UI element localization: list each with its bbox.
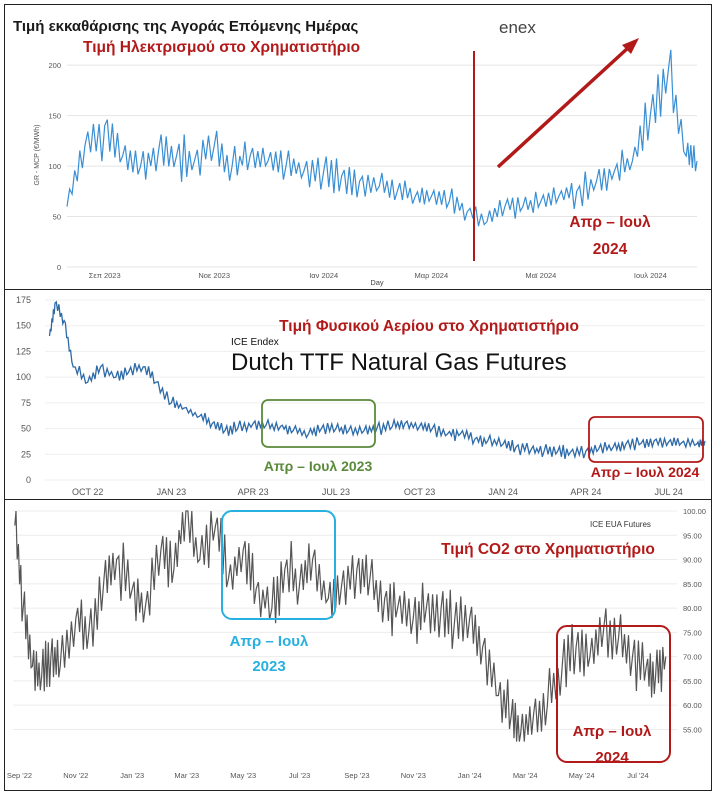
trend-arrow-shaft [496, 45, 631, 169]
chart-title: Τιμή εκκαθάρισης της Αγοράς Επόμενης Ημέ… [13, 18, 359, 35]
x-tick-label: May '23 [230, 771, 256, 780]
y-tick-label: 60.00 [683, 701, 702, 710]
y-tick-label: 70.00 [683, 653, 702, 662]
annotation-apr-jul-2024-line2: 2024 [593, 241, 628, 258]
y-tick-label: 90.00 [683, 556, 702, 565]
x-tick-label: Jan '23 [120, 771, 144, 780]
chart-subtitle: Τιμή Ηλεκτρισμού στο Χρηματιστήριο [83, 39, 360, 56]
grid [67, 64, 697, 268]
y-tick-label: 95.00 [683, 531, 702, 540]
y-tick-label: 65.00 [683, 677, 702, 686]
y-tick-label: 200 [48, 61, 61, 70]
highlight-box-apr-jul-2024 [588, 416, 704, 463]
x-tick-label: OCT 22 [72, 487, 103, 497]
y-tick-label: 75.00 [683, 628, 702, 637]
co2-chart: 55.00 60.00 65.00 70.00 75.00 80.00 85.00 90.00… [7, 507, 706, 780]
y-tick-label: 150 [48, 112, 61, 121]
x-axis-label: Day [370, 278, 384, 287]
x-tick-label: JUL 23 [322, 487, 350, 497]
highlight-box-apr-jul-2023 [221, 510, 336, 620]
x-tick-label: Νοε 2023 [198, 271, 230, 280]
y-tick-label: 0 [57, 263, 61, 272]
y-tick-labels: 0 25 50 75 100 125 150 175 [16, 295, 31, 485]
x-tick-labels: OCT 22 JAN 23 APR 23 JUL 23 OCT 23 JAN 24 APR … [72, 487, 683, 497]
y-tick-label: 100 [48, 162, 61, 171]
x-tick-labels: Sep '22 Nov '22 Jan '23 Mar '23 May '23 Jul '… [7, 771, 649, 780]
x-tick-label: Sep '22 [7, 771, 32, 780]
grid [13, 510, 677, 730]
y-tick-label: 80.00 [683, 604, 702, 613]
enex-logo: enex [499, 18, 536, 37]
co2-chart-panel: 55.00 60.00 65.00 70.00 75.00 80.00 85.00 90.00… [4, 499, 712, 791]
annotation-apr-jul-2024-line2: 2024 [595, 749, 629, 766]
x-tick-label: JAN 24 [488, 487, 518, 497]
y-tick-label: 75 [21, 398, 31, 408]
x-tick-label: Mar '23 [174, 771, 199, 780]
x-tick-label: JAN 23 [157, 487, 187, 497]
source-label: ICE EUA Futures [590, 520, 651, 529]
x-tick-label: Nov '23 [401, 771, 426, 780]
annotation-apr-jul-2023: Απρ – Ιουλ 2023 [264, 458, 373, 474]
y-tick-labels: 55.00 60.00 65.00 70.00 75.00 80.00 85.00 90.00… [683, 507, 706, 734]
y-tick-label: 100.00 [683, 507, 706, 516]
y-tick-label: 175 [16, 295, 31, 305]
x-tick-label: Μαϊ 2024 [525, 271, 556, 280]
gas-price-line [48, 300, 706, 460]
x-tick-label: May '24 [569, 771, 595, 780]
highlight-box-apr-jul-2024 [556, 625, 671, 763]
electricity-chart-panel: 0 50 100 150 200 Σεπ 2023 Νοε 2023 Ιαν 2024 Μαρ… [4, 4, 712, 290]
x-tick-label: Ιαν 2024 [309, 271, 338, 280]
x-tick-label: Nov '22 [63, 771, 88, 780]
x-tick-label: APR 23 [238, 487, 269, 497]
x-tick-label: Σεπ 2023 [89, 271, 121, 280]
gas-chart: 0 25 50 75 100 125 150 175 OCT 22 JAN 23 APR 23 JU… [16, 295, 706, 497]
annotation-apr-jul-2023-line1: Απρ – Ιουλ [230, 633, 309, 650]
chart-title: Τιμή Φυσικού Αερίου στο Χρηματιστήριο [279, 318, 579, 335]
y-tick-label: 150 [16, 321, 31, 331]
x-tick-label: JUL 24 [655, 487, 683, 497]
y-tick-label: 50 [21, 424, 31, 434]
y-tick-label: 50 [53, 213, 61, 222]
x-tick-label: Ιουλ 2024 [634, 271, 667, 280]
trend-arrow-head [622, 38, 639, 54]
y-tick-label: 100 [16, 372, 31, 382]
y-axis-label: GR - MCP (€/MWh) [34, 125, 41, 186]
chart-subtitle: Dutch TTF Natural Gas Futures [231, 349, 567, 376]
source-label: ICE Endex [231, 337, 279, 348]
x-tick-label: OCT 23 [404, 487, 435, 497]
x-tick-label: Μαρ 2024 [415, 271, 449, 280]
x-tick-label: Jul '24 [627, 771, 648, 780]
annotation-apr-jul-2023-line2: 2023 [252, 658, 285, 675]
electricity-price-line [66, 49, 698, 227]
annotation-apr-jul-2024: Απρ – Ιουλ 2024 [591, 464, 700, 480]
y-tick-label: 25 [21, 449, 31, 459]
electricity-chart: 0 50 100 150 200 Σεπ 2023 Νοε 2023 Ιαν 2024 Μαρ… [13, 18, 698, 287]
gas-chart-panel: 0 25 50 75 100 125 150 175 OCT 22 JAN 23 APR 23 JU… [4, 289, 712, 500]
x-tick-label: Sep '23 [344, 771, 369, 780]
y-tick-label: 85.00 [683, 580, 702, 589]
plot-area [67, 45, 697, 267]
y-tick-labels: 0 50 100 150 200 [48, 61, 61, 272]
annotation-apr-jul-2024-line1: Απρ – Ιουλ [569, 214, 651, 231]
annotation-apr-jul-2024-line1: Απρ – Ιουλ [573, 723, 652, 740]
y-tick-label: 0 [26, 475, 31, 485]
y-tick-label: 125 [16, 346, 31, 356]
x-tick-label: APR 24 [570, 487, 601, 497]
x-tick-label: Jul '23 [289, 771, 310, 780]
x-tick-label: Mar '24 [513, 771, 538, 780]
chart-title: Τιμή CO2 στο Χρηματιστήριο [441, 541, 655, 558]
x-tick-labels: Σεπ 2023 Νοε 2023 Ιαν 2024 Μαρ 2024 Μαϊ 2024… [89, 271, 667, 280]
x-tick-label: Jan '24 [458, 771, 482, 780]
y-tick-label: 55.00 [683, 725, 702, 734]
highlight-box-apr-jul-2023 [261, 399, 376, 448]
